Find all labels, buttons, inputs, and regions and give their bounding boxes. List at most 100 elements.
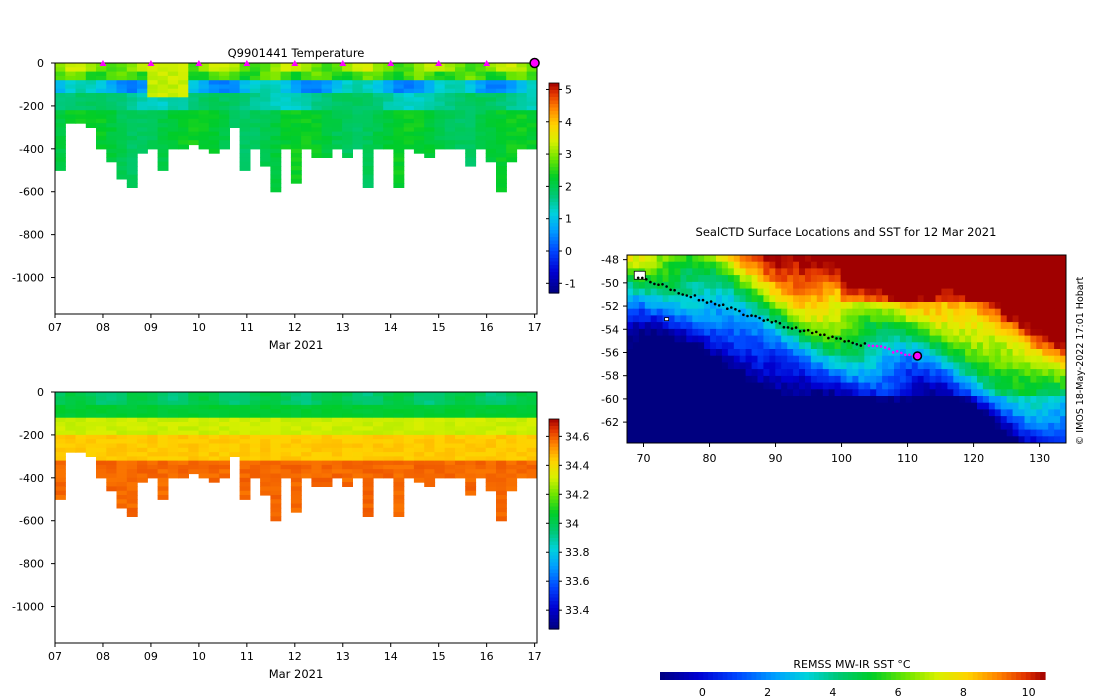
section-cell [147,413,159,419]
sst-cell [710,295,717,303]
section-cell [249,101,261,107]
section-cell [393,63,405,68]
sst-cell [1006,302,1014,310]
section-cell [403,93,415,98]
sst-cell [698,429,705,437]
sst-cell [834,402,842,410]
sst-cell [846,315,853,323]
sst-cell [899,422,907,431]
sst-cell [1042,355,1049,363]
section-cell [106,110,118,116]
section-cell [506,482,518,487]
sst-cell [852,308,859,316]
section-cell [249,123,261,128]
sst-cell [1054,429,1061,437]
sst-cell [1048,295,1055,303]
sst-cell [882,275,889,283]
section-cell [157,469,169,475]
section-cell [496,178,507,184]
section-cell [219,71,230,77]
section-cell [434,400,446,406]
sst-cell [692,429,699,437]
section-cell [485,110,497,116]
sst-cell [917,396,925,404]
section-cell [321,84,333,90]
section-cell [178,447,189,453]
section-cell [413,63,425,68]
sst-cell [858,429,865,437]
section-cell [157,131,169,137]
section-cell [485,469,497,475]
section-cell [455,75,466,81]
sst-cell [1006,275,1014,283]
sst-cell [686,416,693,424]
sst-cell [935,275,942,283]
sst-cell [1048,335,1055,343]
section-cell [290,135,302,141]
section-cell [280,110,292,116]
section-cell [506,417,518,423]
sst-cell [905,402,913,410]
section-cell [75,67,87,73]
sst-cell [727,402,735,410]
section-cell [137,88,148,94]
sst-cell [941,268,948,276]
sst-cell [846,281,853,290]
sst-cell [1060,268,1066,276]
sst-cell [888,328,895,337]
sst-cell [757,396,764,404]
sst-cell [680,436,687,443]
section-cell [270,430,282,436]
sst-cell [757,288,764,296]
section-cell [65,105,77,111]
sst-cell [686,275,693,283]
sst-colorbar-segment [977,672,983,680]
section-cell [157,161,169,167]
sst-cell [905,275,913,283]
sst-cell [668,315,675,323]
section-cell [383,452,395,457]
sst-cell [1030,422,1037,431]
colorbar-segment [549,181,559,186]
section-cell [455,443,466,449]
section-cell [55,396,66,402]
section-cell [321,144,333,150]
section-cell [147,144,159,150]
sst-cell [965,396,972,404]
section-cell [321,140,333,146]
sst-cell [828,328,836,337]
section-cell [506,464,518,470]
section-cell [106,93,118,98]
sst-cell [935,416,942,424]
sst-cell [971,389,978,397]
sst-cell [828,389,836,397]
section-cell [290,93,302,98]
sst-cell [644,382,652,390]
section-cell [147,123,159,128]
sst-cell [864,255,871,263]
section-cell [413,93,425,98]
sst-cell [721,349,729,357]
section-cell [270,140,282,146]
sst-cell [787,409,794,417]
x-tick-label: 10 [192,650,206,663]
section-cell [178,469,189,475]
sst-cell [686,268,693,276]
sst-cell [787,275,794,283]
sst-cell [698,335,705,343]
section-cell [126,110,138,116]
sst-cell [656,349,664,357]
section-cell [96,105,107,111]
colorbar-tick-label: 33.4 [565,604,590,617]
section-cell [485,123,497,128]
sst-cell [650,308,658,316]
sst-cell [988,362,996,370]
section-cell [321,88,333,94]
section-cell [455,392,466,397]
section-cell [331,75,343,81]
sst-cell [680,328,687,337]
colorbar-segment [549,548,559,553]
sst-cell [710,436,717,443]
sst-cell [977,375,984,384]
sst-cell [757,402,764,410]
